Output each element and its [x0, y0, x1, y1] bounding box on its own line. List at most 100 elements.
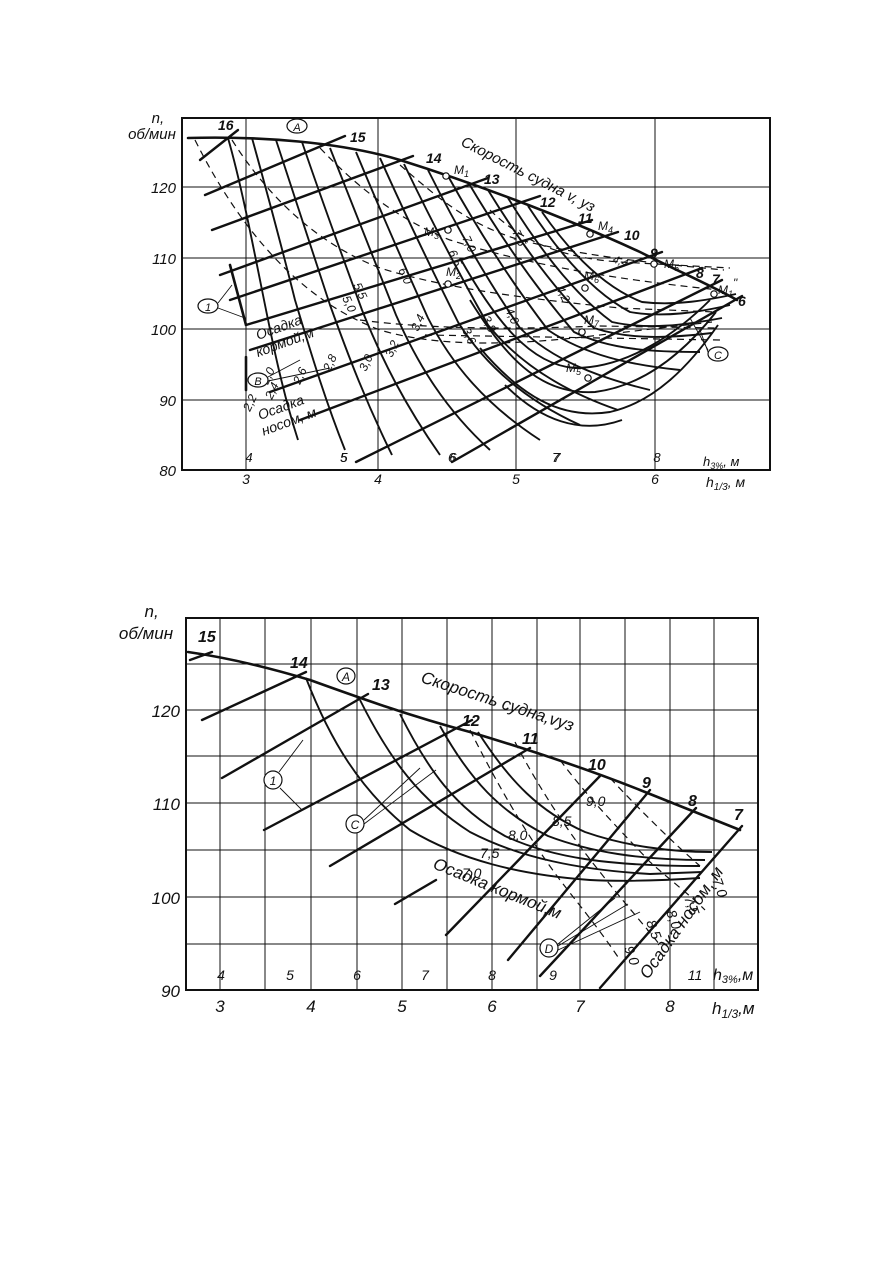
chart1-xlabel-top-part: , м — [723, 454, 739, 469]
chart1-ytick: 90 — [159, 393, 176, 410]
chart2-speed-label: 9 — [642, 775, 651, 792]
chart2-speed-line — [220, 692, 370, 780]
chart1-frame — [181, 117, 771, 471]
chart2-speed-label: 11 — [522, 731, 539, 748]
chart1-speed-line — [248, 230, 620, 352]
chart2-xlabel-bottom-part: h — [712, 999, 721, 1018]
chart2-speed-line — [200, 670, 308, 722]
chart2-speed-label: 14 — [290, 655, 308, 672]
chart2-xlabel-top-part: ,м — [738, 967, 753, 984]
chart1-aft-draught: 6,0 — [395, 265, 415, 286]
chart2-markers: A 1 C D — [263, 667, 641, 958]
chart1-aft-draught: 6,5 — [445, 247, 465, 268]
chart1-xtick-top: 6 — [449, 450, 457, 465]
chart2-speed-label: 12 — [462, 713, 480, 730]
chart1-ylabel-line: n, — [152, 110, 165, 127]
chart1-ytick: 100 — [151, 322, 177, 339]
chart2-speed-label: 8 — [688, 793, 697, 810]
chart1-point-label: M1" — [718, 276, 738, 299]
chart1-marker-leader — [267, 359, 331, 382]
chart1-low-curve — [469, 299, 717, 394]
chart1-point-label-part: M — [566, 361, 576, 375]
chart1-marker-leader — [217, 284, 246, 319]
chart1-draught-curve — [301, 141, 441, 456]
chart2-speed-line — [188, 650, 214, 662]
chart1-curve-label: 6 — [448, 450, 456, 465]
chart2-aft-draught: 7,5 — [480, 845, 500, 861]
chart1-bow-draught: 2,2 — [240, 392, 260, 414]
chart2-ytick: 120 — [152, 702, 181, 721]
chart2-marker — [539, 938, 559, 958]
chart2-xlabel-bottom-part: 1/3 — [721, 1007, 738, 1021]
chart1-point-label-part: 1 — [728, 289, 733, 299]
chart1-marker-leader — [689, 317, 709, 353]
chart1-point-label-part: 5 — [674, 263, 680, 273]
chart2-xtick-top: 4 — [217, 967, 225, 983]
chart1-aft-draught: 4,4 — [611, 254, 629, 271]
chart1-speed-line — [210, 154, 415, 232]
chart2-marker-label: C — [351, 818, 360, 832]
chart2-marker-leader — [278, 739, 304, 811]
chart1-aft-draught: 7,0 — [459, 233, 479, 254]
chart1-xlabel-bottom-part: , м — [728, 474, 746, 490]
chart1-ylabel-line: об/мин — [128, 126, 176, 143]
chart1-point-label-part: M — [454, 163, 464, 177]
chart1-speed-label: 11 — [578, 210, 593, 226]
chart1-point — [581, 284, 589, 292]
chart1-speed-line — [228, 194, 542, 302]
chart2-speed-label: 10 — [588, 757, 606, 774]
chart2-bow-draught: 8,5 — [643, 918, 665, 942]
chart2-speed-line — [393, 774, 602, 937]
chart1-draught-curve — [275, 139, 393, 456]
chart1-xlabel-top-part: 3% — [710, 461, 723, 471]
chart2-draught-curve — [305, 677, 701, 882]
chart1-draught-curve — [403, 163, 619, 411]
chart1-ytick: 80 — [159, 463, 176, 480]
chart1-speed-label: 16 — [218, 117, 234, 133]
chart1-point — [586, 230, 594, 238]
chart1-marker-label: B — [254, 376, 261, 388]
chart2-xtick-top: 6 — [353, 967, 361, 983]
chart2-xtick-bottom: 8 — [665, 997, 675, 1016]
chart1-bow-draught: 3,2 — [382, 338, 402, 359]
chart1-draught-curve — [355, 151, 541, 441]
chart2-speed-label: 13 — [372, 677, 390, 694]
chart1-draught-curve — [427, 169, 651, 391]
chart1-point-label-part: M — [664, 257, 674, 271]
chart1-marker — [707, 346, 729, 362]
chart2: 120 110 100 90 n, об/мин 4 5 6 7 8 9 11 … — [119, 602, 759, 1021]
chart1-ytick: 120 — [151, 180, 177, 197]
chart1-marker — [247, 372, 269, 388]
chart1-dashed-line — [489, 209, 731, 269]
chart1-xlabel-top-part: h — [703, 454, 710, 469]
chart2-xtick-top: 7 — [421, 967, 430, 983]
chart1-draught-curve — [487, 189, 713, 338]
chart2-xtick-bottom: 5 — [397, 997, 407, 1016]
chart2-speed-line — [538, 806, 698, 978]
chart2-xlabel-top-part: 3% — [722, 974, 738, 986]
chart2-marker-label: 1 — [270, 774, 277, 788]
chart2-dashed-line — [609, 777, 701, 867]
chart2-xtick-bottom: 7 — [575, 997, 585, 1016]
chart1-draught-curve — [507, 197, 723, 328]
chart2-xtick-bottom: 3 — [215, 997, 225, 1016]
chart1-point — [710, 290, 718, 298]
chart2-xtick-top: 8 — [488, 967, 496, 983]
chart1-xlabel-bottom-part: 1/3 — [714, 482, 728, 493]
chart1-aft-draught: 3,6 — [459, 325, 479, 346]
chart1-xtick-top: 5 — [340, 450, 348, 465]
chart1-point-label-part: 3 — [434, 231, 439, 241]
chart2-xtick-top: 11 — [688, 967, 703, 983]
chart1-speed-label: 15 — [350, 129, 366, 145]
chart1-aft-draught: 5,0 — [339, 293, 359, 314]
chart1-point-label-part: 6 — [594, 275, 599, 285]
chart1-xtick-bottom: 3 — [242, 471, 250, 487]
chart1-low-curve — [479, 324, 719, 415]
chart1-xlabel-bottom-part: h — [706, 474, 714, 490]
chart1-envelope-a — [186, 136, 739, 302]
chart2-draught-curves — [305, 677, 713, 882]
chart1-xtick-bottom: 5 — [512, 471, 520, 487]
chart1-speed-line — [203, 134, 347, 197]
chart1-xlabel-top: h3%, м — [703, 454, 739, 471]
